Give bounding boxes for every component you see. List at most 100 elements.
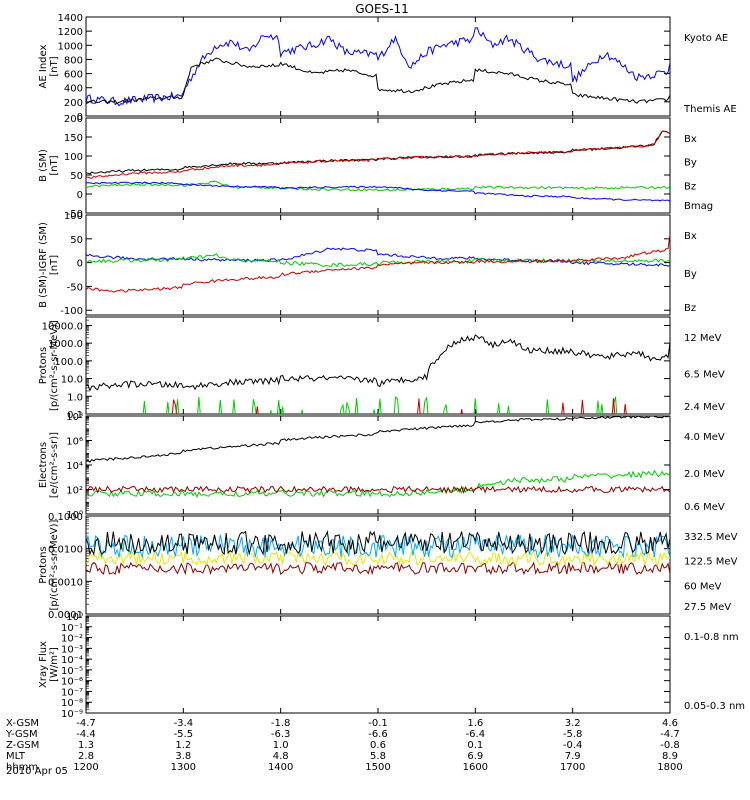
- orbit-value: 2.8: [78, 751, 94, 762]
- panel-b_igrf: -100 -50 0 50 100 B (SM)-IGRF (SM) [nT] Bx By Bz: [38, 211, 697, 317]
- y-tick-label: 0.1: [67, 410, 83, 421]
- orbit-value: 1200: [73, 762, 98, 773]
- orbit-value: -0.8: [660, 740, 680, 751]
- orbit-value: 4.8: [273, 751, 289, 762]
- legend-entry: 0.1-0.8 nm: [684, 632, 739, 643]
- series-line: [86, 181, 670, 202]
- y-tick-label: 1200: [58, 27, 83, 38]
- y-axis-label: AE Index: [38, 44, 49, 88]
- y-tick-label: 50: [70, 171, 83, 182]
- y-tick-label: -50: [67, 282, 83, 293]
- orbit-row-label: Y-GSM: [5, 729, 38, 740]
- series-line: [86, 27, 670, 107]
- panel-protons_high: 0.0001 0.0010 0.0100 0.1000 Protons [p/(cm²-s…: [38, 512, 738, 621]
- orbit-value: 6.9: [467, 751, 483, 762]
- legend-entry: By: [684, 158, 697, 169]
- orbit-value: 1.6: [467, 718, 483, 729]
- y-axis-label: Protons: [38, 347, 49, 384]
- y-tick-label: 0: [77, 190, 83, 201]
- series-line: [86, 530, 670, 557]
- y-tick-label: -100: [60, 306, 83, 317]
- orbit-row-label: hhmm: [6, 762, 38, 773]
- legend-entry: 27.5 MeV: [684, 602, 731, 613]
- y-axis-label: B (SM)-IGRF (SM): [38, 222, 49, 308]
- y-axis-label: Electrons: [38, 442, 49, 488]
- series-line: [86, 130, 670, 179]
- y-tick-label: 0.0001: [48, 610, 83, 621]
- series-line: [86, 469, 670, 498]
- legend-entry: 12 MeV: [684, 333, 722, 344]
- y-tick-label: 400: [64, 84, 83, 95]
- y-tick-label: 10⁻⁶: [61, 677, 83, 688]
- y-axis-label: B (SM): [38, 149, 49, 182]
- series-line: [86, 130, 670, 175]
- legend-entry: 4.0 MeV: [684, 432, 725, 443]
- y-tick-label: 10⁻³: [61, 644, 83, 655]
- panel-frame: [85, 117, 671, 214]
- panel-protons_low: 0.1 1.0 10.0 100.0 1000.0 10000.0 Protons [p/(c…: [38, 316, 725, 421]
- orbit-value: 1800: [657, 762, 682, 773]
- y-tick-label: 10⁶: [66, 437, 83, 448]
- legend-entry: Bmag: [684, 201, 713, 212]
- y-axis-label: [W/m²]: [49, 647, 60, 682]
- y-tick-label: 600: [64, 70, 83, 81]
- date-label: 2010 Apr 05: [6, 766, 68, 777]
- legend-entry: 332.5 MeV: [684, 532, 738, 543]
- orbit-row-label: MLT: [6, 751, 26, 762]
- orbit-value: 4.6: [662, 718, 678, 729]
- y-axis-label: [e/(cm²-s-sr)]: [49, 432, 60, 498]
- series-line: [86, 416, 670, 463]
- y-axis-label: [p/(cm²-s-sr-MeV)]: [49, 519, 60, 610]
- orbit-value: -0.1: [368, 718, 388, 729]
- orbit-value: 5.8: [370, 751, 386, 762]
- series-line: [86, 180, 670, 192]
- y-tick-label: 1.0: [67, 392, 83, 403]
- y-tick-label: 10⁰: [66, 510, 83, 521]
- y-tick-label: 10000.0: [42, 321, 83, 332]
- orbit-value: 1700: [560, 762, 585, 773]
- orbit-value: -0.4: [563, 740, 583, 751]
- y-tick-label: 10⁻⁸: [61, 698, 83, 709]
- orbit-value: 0.6: [370, 740, 386, 751]
- orbit-value: 8.9: [662, 751, 678, 762]
- panel-b_sm: -50 0 50 100 150 200 B (SM) [nT] Bx By Bz Bmag: [38, 114, 713, 220]
- y-tick-label: 1400: [58, 13, 83, 24]
- y-tick-label: 50: [70, 235, 83, 246]
- orbit-value: -6.3: [271, 729, 291, 740]
- series-line: [86, 534, 670, 559]
- y-tick-label: 1000.0: [48, 339, 83, 350]
- legend-entry: Kyoto AE: [684, 33, 728, 44]
- orbit-value: 1500: [365, 762, 390, 773]
- legend-entry: Bz: [684, 303, 696, 314]
- orbit-value: 1400: [268, 762, 293, 773]
- y-tick-label: 10⁸: [66, 412, 83, 423]
- y-tick-label: 0.1000: [48, 512, 83, 523]
- y-tick-label: 10.0: [61, 375, 83, 386]
- y-axis-label: [nT]: [49, 56, 60, 76]
- orbit-value: -5.5: [174, 729, 194, 740]
- panel-frame: [85, 615, 671, 714]
- y-tick-label: 10²: [66, 486, 83, 497]
- y-tick-label: 10⁻⁷: [61, 687, 83, 698]
- panel-frame: [85, 316, 671, 415]
- series-line: [86, 233, 670, 293]
- plot-title: GOES-11: [355, 2, 409, 16]
- legend-entry: 2.0 MeV: [684, 469, 725, 480]
- y-tick-label: -50: [67, 209, 83, 220]
- y-tick-label: 200: [64, 98, 83, 109]
- orbit-value: -4.4: [76, 729, 96, 740]
- y-axis-label: [p/(cm²-s-sr-MeV)]: [49, 320, 60, 411]
- series-line: [86, 560, 670, 576]
- y-tick-label: 0.0010: [48, 577, 83, 588]
- series-line: [86, 550, 670, 567]
- legend-entry: 0.05-0.3 nm: [684, 701, 745, 712]
- y-axis-label: [nT]: [49, 255, 60, 275]
- legend-entry: By: [684, 269, 697, 280]
- y-tick-label: 0: [77, 112, 83, 123]
- y-tick-label: 10⁻⁴: [61, 655, 83, 666]
- orbit-value: 1600: [463, 762, 488, 773]
